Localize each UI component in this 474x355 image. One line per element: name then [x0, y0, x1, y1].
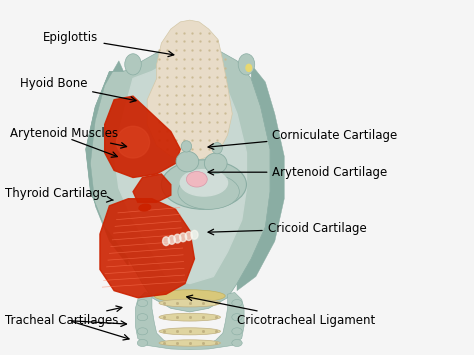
Polygon shape [86, 43, 270, 312]
Polygon shape [136, 293, 244, 350]
Ellipse shape [176, 151, 199, 172]
Ellipse shape [163, 237, 170, 246]
Ellipse shape [159, 328, 220, 335]
Ellipse shape [117, 126, 150, 158]
Text: Cricoid Cartilage: Cricoid Cartilage [208, 222, 366, 235]
Ellipse shape [161, 160, 246, 209]
Ellipse shape [180, 170, 228, 196]
Ellipse shape [180, 233, 187, 242]
Polygon shape [86, 61, 128, 266]
Ellipse shape [232, 313, 242, 321]
Text: Cricotracheal Ligament: Cricotracheal Ligament [187, 295, 375, 327]
Ellipse shape [168, 235, 175, 244]
Ellipse shape [191, 230, 198, 239]
Ellipse shape [137, 313, 148, 321]
Polygon shape [114, 54, 246, 284]
Ellipse shape [246, 64, 252, 71]
Ellipse shape [181, 141, 191, 152]
Ellipse shape [159, 313, 220, 321]
Ellipse shape [232, 339, 242, 346]
Ellipse shape [125, 54, 141, 75]
Text: Arytenoid Muscles: Arytenoid Muscles [10, 127, 127, 148]
Ellipse shape [155, 290, 225, 302]
Ellipse shape [185, 232, 192, 240]
Ellipse shape [137, 300, 148, 307]
Ellipse shape [159, 340, 220, 346]
Text: Hyoid Bone: Hyoid Bone [19, 77, 136, 102]
Ellipse shape [232, 328, 242, 335]
Polygon shape [237, 64, 284, 291]
Text: Thyroid Cartilage: Thyroid Cartilage [5, 187, 113, 202]
Polygon shape [100, 199, 194, 298]
Ellipse shape [232, 300, 242, 307]
Ellipse shape [212, 142, 222, 154]
Ellipse shape [159, 299, 220, 307]
Text: Epiglottis: Epiglottis [43, 31, 174, 57]
Ellipse shape [204, 153, 227, 174]
Polygon shape [147, 20, 232, 160]
Ellipse shape [137, 328, 148, 335]
Ellipse shape [137, 339, 148, 346]
Circle shape [186, 171, 207, 187]
Text: Arytenoid Cartilage: Arytenoid Cartilage [208, 166, 388, 179]
Ellipse shape [238, 54, 255, 75]
Ellipse shape [139, 204, 151, 211]
Text: Tracheal Cartilages: Tracheal Cartilages [5, 306, 122, 327]
Ellipse shape [174, 234, 181, 243]
Polygon shape [175, 160, 204, 178]
Ellipse shape [178, 174, 239, 209]
Polygon shape [105, 96, 180, 178]
Text: Corniculate Cartilage: Corniculate Cartilage [208, 129, 398, 149]
Polygon shape [133, 174, 171, 202]
